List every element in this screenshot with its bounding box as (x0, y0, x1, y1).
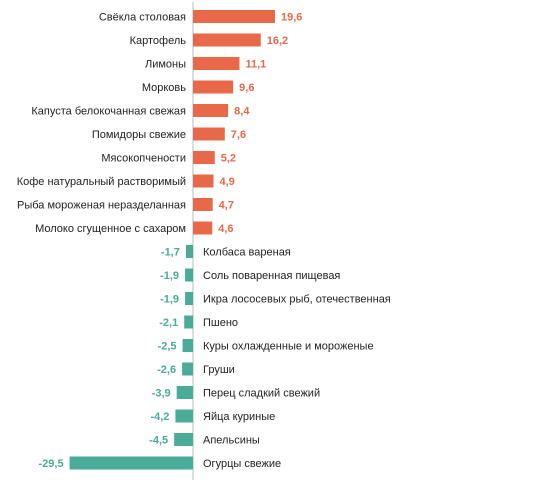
value-label: 4,9 (220, 176, 235, 188)
bar (193, 198, 213, 211)
value-label: -4,2 (150, 411, 169, 423)
value-label: 8,4 (234, 106, 250, 118)
chart-marks: Свёкла столовая 19,6 Картофель 16,2 Лимоны 11… (17, 10, 391, 470)
bar (182, 362, 193, 376)
category-label: Апельсины (203, 435, 260, 447)
value-label: -1,9 (160, 294, 179, 306)
category-label: Колбаса вареная (203, 247, 291, 259)
bar (175, 409, 193, 423)
bar (182, 339, 193, 352)
category-label: Картофель (130, 35, 187, 47)
bar (185, 268, 193, 282)
value-label: -29,5 (39, 458, 64, 470)
category-label: Яйца куриные (203, 411, 275, 423)
value-label: 7,6 (231, 129, 246, 141)
category-label: Пшено (203, 317, 238, 329)
value-label: 9,6 (239, 82, 254, 94)
category-label: Соль поваренная пищевая (203, 270, 340, 282)
category-label: Мясокопчености (101, 153, 186, 165)
bar (193, 10, 275, 23)
bar (176, 386, 193, 399)
bar (193, 104, 229, 117)
bar (193, 221, 213, 235)
bar (185, 292, 193, 305)
category-label: Икра лососевых рыб, отечественная (203, 294, 391, 306)
value-label: 16,2 (267, 35, 288, 47)
bar (193, 80, 234, 94)
bar (193, 151, 215, 164)
category-label: Морковь (142, 82, 186, 94)
bar (174, 433, 193, 446)
value-label: 5,2 (221, 153, 236, 165)
bar (184, 315, 193, 329)
category-label: Куры охлажденные и мороженые (203, 341, 374, 353)
bar (193, 174, 214, 188)
category-label: Груши (203, 364, 235, 376)
category-label: Огурцы свежие (203, 458, 281, 470)
bar (193, 57, 240, 70)
category-label: Перец сладкий свежий (203, 388, 320, 400)
value-label: -1,7 (161, 247, 180, 259)
category-label: Свёкла столовая (99, 12, 186, 24)
bar (193, 33, 261, 47)
category-label: Молоко сгущенное с сахаром (35, 223, 186, 235)
value-label: 4,6 (218, 223, 233, 235)
category-label: Капуста белокочанная свежая (31, 106, 186, 118)
category-label: Рыба мороженая неразделанная (17, 200, 186, 212)
value-label: -1,9 (160, 270, 179, 282)
bar (69, 456, 193, 470)
value-label: -4,5 (149, 435, 168, 447)
value-label: -2,6 (157, 364, 176, 376)
value-label: -3,9 (152, 388, 171, 400)
value-label: -2,1 (159, 317, 178, 329)
category-label: Помидоры свежие (92, 129, 186, 141)
value-label: 4,7 (219, 200, 234, 212)
value-label: 19,6 (281, 12, 302, 24)
bar (185, 245, 193, 258)
bar (193, 127, 225, 141)
value-label: 11,1 (245, 59, 266, 71)
category-label: Лимоны (145, 59, 186, 71)
value-label: -2,5 (158, 341, 177, 353)
category-label: Кофе натуральный растворимый (17, 176, 186, 188)
